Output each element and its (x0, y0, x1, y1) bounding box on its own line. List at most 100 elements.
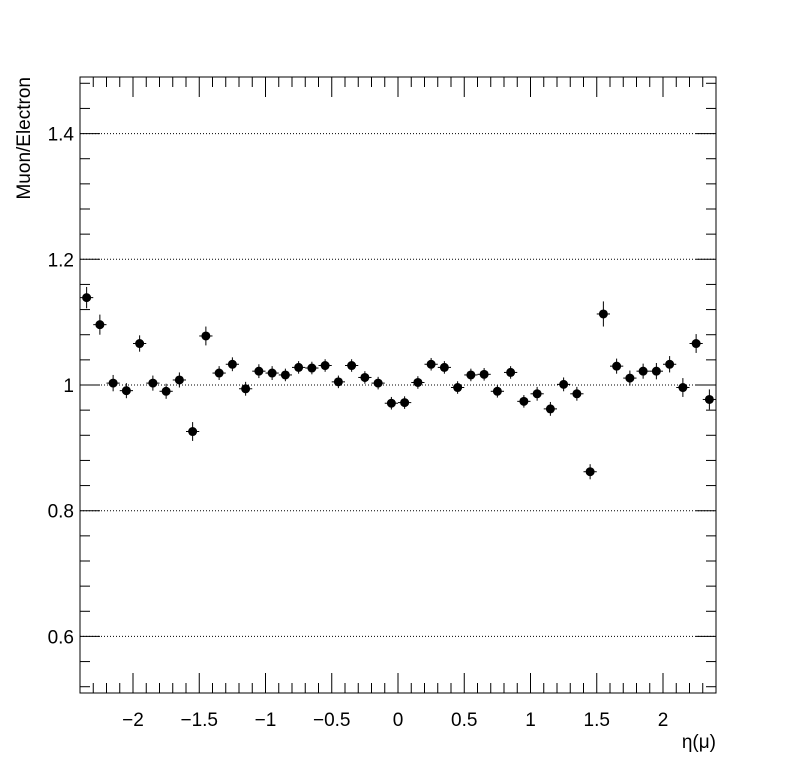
point-marker (572, 389, 582, 399)
x-tick-label: 0 (393, 710, 404, 731)
point-marker (108, 378, 118, 388)
data-point (437, 361, 451, 374)
data-point (358, 371, 372, 384)
point-marker (466, 370, 476, 380)
data-point (146, 375, 160, 391)
data-point (411, 376, 425, 389)
point-marker (280, 370, 290, 380)
x-tick-label: −1.5 (180, 710, 218, 731)
y-tick-label: 1.2 (48, 250, 74, 271)
y-tick-label: 1 (63, 376, 74, 397)
data-point (689, 334, 703, 353)
data-point (278, 368, 292, 382)
x-tick-label: 2 (658, 710, 669, 731)
y-tick-label: 0.8 (48, 502, 74, 523)
data-point (530, 386, 544, 401)
data-point (119, 383, 133, 399)
data-point (292, 361, 306, 374)
data-point (477, 368, 491, 381)
data-point (305, 361, 319, 375)
data-point (451, 381, 465, 394)
point-marker (307, 363, 317, 373)
data-point (649, 363, 663, 380)
point-marker (82, 293, 92, 303)
data-point (265, 366, 279, 380)
data-point (583, 464, 597, 480)
point-marker (294, 362, 304, 372)
point-marker (665, 359, 675, 369)
data-point (93, 314, 107, 335)
grid-lines (80, 133, 716, 637)
point-marker (267, 368, 277, 378)
point-marker (161, 386, 171, 396)
point-marker (333, 377, 343, 387)
point-marker (386, 398, 396, 408)
data-point (225, 357, 239, 372)
point-marker (254, 366, 264, 376)
data-point (610, 358, 624, 374)
data-point (543, 401, 557, 416)
data-point (384, 396, 398, 410)
data-point (172, 372, 186, 388)
data-point (252, 364, 266, 379)
plot-frame (79, 76, 717, 694)
data-point (345, 359, 359, 372)
data-point (331, 375, 345, 389)
x-tick-label: −2 (122, 710, 144, 731)
data-point (239, 381, 253, 396)
data-point (371, 376, 385, 390)
point-marker (492, 386, 502, 396)
point-marker (214, 368, 224, 378)
point-marker (174, 375, 184, 385)
data-point (464, 368, 478, 382)
point-marker (453, 383, 463, 393)
point-marker (121, 386, 131, 396)
point-marker (598, 309, 608, 319)
tick-labels: 0.6 0.8 1 1.2 1.4 −2 −1.5 −1 −0.5 0 0.5 1 1.5 2 (48, 125, 669, 731)
data-point (106, 374, 120, 392)
x-tick-label: −1 (255, 710, 277, 731)
y-tick-label: 1.4 (48, 125, 75, 146)
point-marker (188, 427, 198, 437)
x-tick-label: −0.5 (313, 710, 351, 731)
point-marker (559, 379, 569, 389)
x-tick-label: 0.5 (451, 710, 477, 731)
point-marker (678, 383, 688, 393)
point-marker (506, 367, 516, 377)
data-point (490, 385, 504, 398)
data-point (504, 366, 518, 379)
axis-ticks (79, 77, 717, 693)
point-marker (201, 331, 211, 341)
y-axis-title: Muon/Electron (14, 77, 35, 200)
data-point (199, 326, 213, 346)
point-marker (691, 339, 701, 349)
data-point (133, 335, 147, 352)
data-point (517, 395, 531, 408)
point-marker (585, 467, 595, 477)
point-marker (625, 373, 635, 383)
y-tick-label: 0.6 (48, 627, 74, 648)
data-point (318, 359, 332, 372)
point-marker (320, 361, 330, 371)
point-marker (373, 378, 383, 388)
data-point (570, 386, 584, 401)
data-point (623, 370, 637, 386)
data-point (159, 383, 173, 399)
x-axis-title: η(μ) (682, 732, 716, 753)
x-tick-label: 1 (525, 710, 536, 731)
point-marker (519, 396, 529, 406)
point-marker (347, 361, 357, 371)
point-marker (612, 361, 622, 371)
data-point (663, 356, 677, 373)
data-points (80, 286, 716, 480)
point-marker (227, 359, 237, 369)
data-point (186, 422, 200, 441)
point-marker (135, 339, 145, 349)
point-marker (545, 404, 555, 414)
data-point (212, 366, 226, 380)
data-point (676, 378, 690, 397)
data-point (398, 396, 412, 409)
point-marker (439, 362, 449, 372)
point-marker (426, 359, 436, 369)
